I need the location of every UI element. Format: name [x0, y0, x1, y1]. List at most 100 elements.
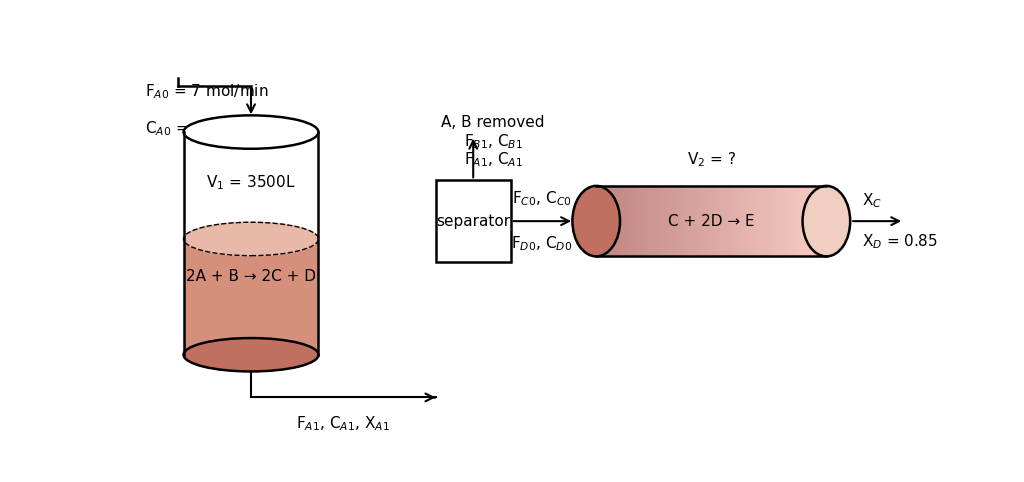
- Text: X$_C$: X$_C$: [862, 191, 882, 210]
- Text: F$_{A1}$, C$_{A1}$: F$_{A1}$, C$_{A1}$: [464, 150, 522, 169]
- Bar: [706, 186, 709, 256]
- Bar: [712, 186, 714, 256]
- Bar: [769, 186, 772, 256]
- Ellipse shape: [572, 186, 620, 256]
- Bar: [688, 186, 691, 256]
- Bar: [777, 186, 780, 256]
- Bar: [605, 186, 607, 256]
- Bar: [786, 186, 788, 256]
- Bar: [697, 186, 699, 256]
- Bar: [656, 186, 659, 256]
- Text: F$_{B1}$, C$_{B1}$: F$_{B1}$, C$_{B1}$: [464, 132, 522, 151]
- Bar: [714, 186, 717, 256]
- Bar: [680, 186, 683, 256]
- Bar: [795, 186, 798, 256]
- Bar: [651, 186, 653, 256]
- Bar: [699, 186, 702, 256]
- Bar: [183, 132, 318, 239]
- Bar: [691, 186, 694, 256]
- Bar: [668, 186, 671, 256]
- Bar: [683, 186, 685, 256]
- Bar: [809, 186, 812, 256]
- Bar: [745, 186, 749, 256]
- Bar: [685, 186, 688, 256]
- Ellipse shape: [803, 186, 850, 256]
- Bar: [637, 186, 639, 256]
- Bar: [818, 186, 820, 256]
- Bar: [613, 186, 616, 256]
- Bar: [734, 186, 737, 256]
- Bar: [702, 186, 706, 256]
- Bar: [763, 186, 766, 256]
- Bar: [717, 186, 720, 256]
- Bar: [607, 186, 610, 256]
- Bar: [671, 186, 674, 256]
- Bar: [723, 186, 726, 256]
- Bar: [752, 186, 755, 256]
- Bar: [783, 186, 786, 256]
- Text: F$_{C0}$, C$_{C0}$: F$_{C0}$, C$_{C0}$: [512, 189, 571, 208]
- Bar: [801, 186, 804, 256]
- Bar: [755, 186, 758, 256]
- Bar: [737, 186, 740, 256]
- Bar: [674, 186, 677, 256]
- Bar: [740, 186, 743, 256]
- Text: C + 2D → E: C + 2D → E: [668, 214, 755, 228]
- Bar: [760, 186, 763, 256]
- Bar: [772, 186, 774, 256]
- Ellipse shape: [183, 222, 318, 255]
- Bar: [758, 186, 760, 256]
- Bar: [659, 186, 663, 256]
- Bar: [820, 186, 823, 256]
- Bar: [743, 186, 745, 256]
- Bar: [766, 186, 769, 256]
- Bar: [639, 186, 642, 256]
- Bar: [599, 186, 602, 256]
- Bar: [677, 186, 680, 256]
- Bar: [183, 239, 318, 355]
- Text: V$_1$ = 3500L: V$_1$ = 3500L: [206, 173, 296, 191]
- Bar: [806, 186, 809, 256]
- Text: C$_{A0}$ = C$_{B0}$ = 0.5 M: C$_{A0}$ = C$_{B0}$ = 0.5 M: [145, 119, 284, 138]
- Bar: [823, 186, 826, 256]
- Bar: [774, 186, 777, 256]
- Bar: [596, 186, 599, 256]
- Bar: [804, 186, 806, 256]
- Ellipse shape: [183, 115, 318, 149]
- Bar: [435, 180, 511, 262]
- Bar: [634, 186, 637, 256]
- Bar: [631, 186, 634, 256]
- Bar: [726, 186, 728, 256]
- Bar: [653, 186, 656, 256]
- Bar: [788, 186, 792, 256]
- Bar: [648, 186, 651, 256]
- Bar: [602, 186, 605, 256]
- Bar: [645, 186, 648, 256]
- Bar: [709, 186, 712, 256]
- Bar: [798, 186, 801, 256]
- Bar: [625, 186, 628, 256]
- Bar: [815, 186, 818, 256]
- Bar: [616, 186, 620, 256]
- Text: 2A + B → 2C + D: 2A + B → 2C + D: [186, 269, 316, 284]
- Text: separator: separator: [436, 214, 510, 228]
- Text: F$_{A0}$ = 7 mol/min: F$_{A0}$ = 7 mol/min: [145, 82, 269, 101]
- Ellipse shape: [183, 338, 318, 372]
- Text: X$_D$ = 0.85: X$_D$ = 0.85: [862, 232, 938, 251]
- Bar: [628, 186, 631, 256]
- Text: A, B removed: A, B removed: [441, 115, 545, 130]
- Bar: [694, 186, 697, 256]
- Bar: [620, 186, 623, 256]
- Bar: [666, 186, 668, 256]
- Bar: [780, 186, 783, 256]
- Text: V$_2$ = ?: V$_2$ = ?: [687, 150, 736, 169]
- Bar: [610, 186, 613, 256]
- Bar: [728, 186, 731, 256]
- Bar: [749, 186, 752, 256]
- Bar: [731, 186, 734, 256]
- Bar: [792, 186, 795, 256]
- Bar: [663, 186, 666, 256]
- Bar: [812, 186, 815, 256]
- Bar: [642, 186, 645, 256]
- Bar: [720, 186, 723, 256]
